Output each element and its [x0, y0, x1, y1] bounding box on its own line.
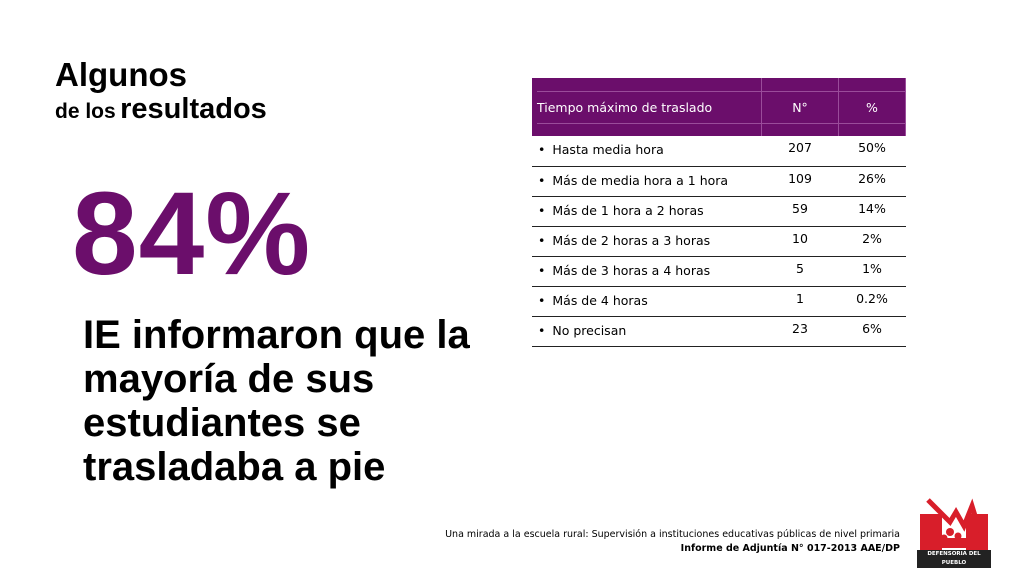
row-label: No precisan	[552, 322, 627, 338]
row-percent: 26%	[858, 170, 886, 186]
row-label: Más de 3 horas a 4 horas	[552, 262, 711, 278]
header-count: N°	[761, 78, 839, 136]
table-row: • Más de 2 horas a 3 horas 10 2%	[532, 226, 906, 256]
row-label: Más de 4 horas	[552, 292, 648, 308]
row-count: 109	[788, 170, 812, 186]
footer-citation: Una mirada a la escuela rural: Supervisi…	[445, 528, 900, 556]
row-label: Hasta media hora	[552, 142, 664, 157]
header-percent: %	[838, 78, 906, 136]
row-count: 207	[788, 140, 812, 155]
table-row: • Más de 4 horas 1 0.2%	[532, 286, 906, 316]
defensoria-logo-icon	[920, 498, 988, 550]
header-time: Tiempo máximo de traslado	[532, 78, 762, 136]
table-row: • Más de 1 hora a 2 horas 59 14%	[532, 196, 906, 226]
travel-time-table: Tiempo máximo de traslado N° % • Hasta me…	[532, 78, 906, 347]
row-label: Más de media hora a 1 hora	[552, 172, 729, 188]
row-label: Más de 2 horas a 3 horas	[552, 232, 711, 248]
highlight-percent: 84%	[72, 168, 312, 300]
row-count: 10	[792, 230, 808, 246]
table-row: • Más de media hora a 1 hora 109 26%	[532, 166, 906, 196]
highlight-statement: IE informaron que la mayoría de sus estu…	[83, 313, 470, 489]
title-line-2: de los resultados	[55, 95, 267, 124]
title-line-1: Algunos	[55, 56, 187, 93]
row-percent: 14%	[858, 200, 886, 216]
footer-line-2: Informe de Adjuntía N° 017-2013 AAE/DP	[680, 543, 900, 554]
table-row: • No precisan 23 6%	[532, 316, 906, 346]
row-count: 59	[792, 200, 808, 216]
row-percent: 2%	[862, 230, 882, 246]
table-row: • Hasta media hora 207 50%	[532, 136, 906, 166]
row-count: 23	[792, 320, 808, 336]
logo-text: DEFENSORIA DEL PUEBLO	[917, 550, 991, 568]
footer-line-1: Una mirada a la escuela rural: Supervisi…	[445, 529, 900, 540]
table-header-row: Tiempo máximo de traslado N° %	[532, 78, 906, 136]
slide-title: Algunos de los resultados	[55, 58, 267, 124]
row-label: Más de 1 hora a 2 horas	[552, 202, 704, 218]
row-count: 5	[796, 260, 804, 276]
title-prefix: de los	[55, 100, 116, 123]
row-percent: 6%	[862, 320, 882, 336]
row-percent: 0.2%	[856, 290, 888, 306]
row-count: 1	[796, 290, 804, 306]
table-row: • Más de 3 horas a 4 horas 5 1%	[532, 256, 906, 286]
title-main: resultados	[120, 93, 267, 125]
row-percent: 50%	[858, 140, 886, 155]
row-percent: 1%	[862, 260, 882, 276]
